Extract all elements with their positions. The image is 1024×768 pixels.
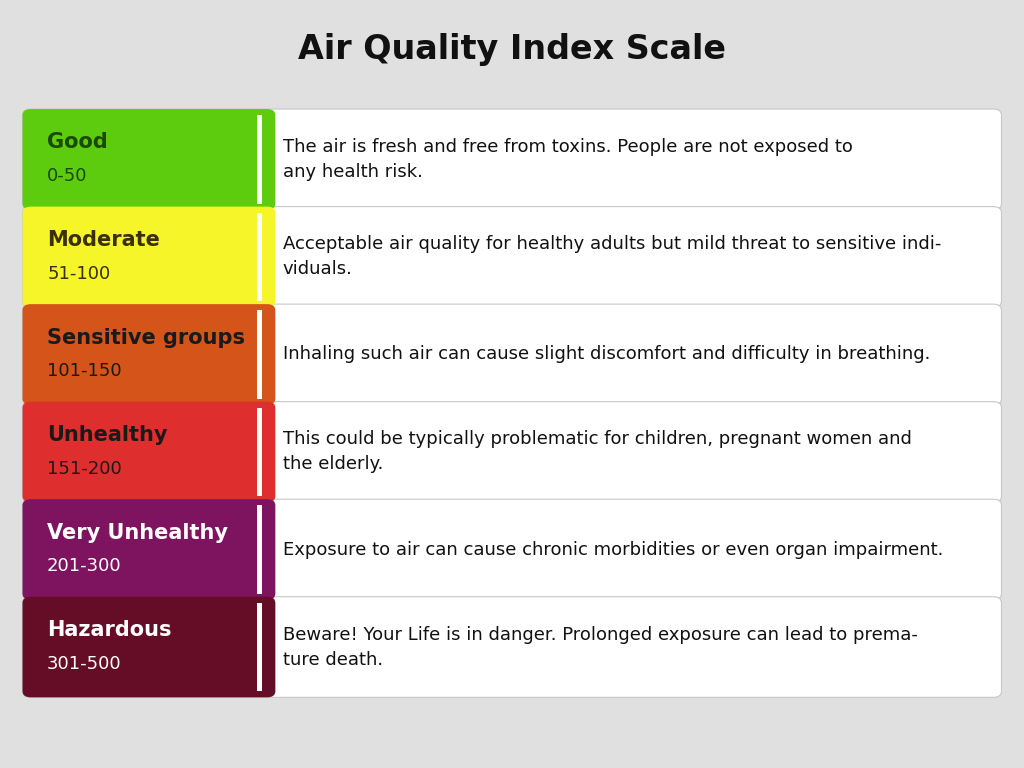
Text: Hazardous: Hazardous (47, 620, 172, 641)
Text: Inhaling such air can cause slight discomfort and difficulty in breathing.: Inhaling such air can cause slight disco… (283, 346, 930, 363)
Text: Air Quality Index Scale: Air Quality Index Scale (298, 34, 726, 66)
Bar (257, 408, 262, 496)
Text: 0-50: 0-50 (47, 167, 88, 185)
FancyBboxPatch shape (23, 109, 1001, 210)
Text: Moderate: Moderate (47, 230, 160, 250)
Bar (257, 603, 262, 691)
Text: Acceptable air quality for healthy adults but mild threat to sensitive indi-
vid: Acceptable air quality for healthy adult… (283, 236, 941, 278)
FancyBboxPatch shape (23, 304, 275, 405)
FancyBboxPatch shape (23, 597, 1001, 697)
FancyBboxPatch shape (23, 499, 275, 600)
Text: 201-300: 201-300 (47, 558, 122, 575)
Text: This could be typically problematic for children, pregnant women and
the elderly: This could be typically problematic for … (283, 431, 911, 473)
Text: 151-200: 151-200 (47, 460, 122, 478)
FancyBboxPatch shape (23, 304, 1001, 405)
FancyBboxPatch shape (23, 109, 275, 210)
Text: 101-150: 101-150 (47, 362, 122, 380)
Bar (252, 211, 268, 303)
FancyBboxPatch shape (23, 402, 1001, 502)
Text: Unhealthy: Unhealthy (47, 425, 168, 445)
Text: 301-500: 301-500 (47, 655, 122, 673)
FancyBboxPatch shape (23, 207, 275, 307)
Text: The air is fresh and free from toxins. People are not exposed to
any health risk: The air is fresh and free from toxins. P… (283, 138, 852, 180)
FancyBboxPatch shape (23, 597, 275, 697)
Text: Exposure to air can cause chronic morbidities or even organ impairment.: Exposure to air can cause chronic morbid… (283, 541, 943, 558)
Bar (257, 115, 262, 204)
Text: 51-100: 51-100 (47, 265, 111, 283)
FancyBboxPatch shape (23, 499, 1001, 600)
Text: Beware! Your Life is in danger. Prolonged exposure can lead to prema-
ture death: Beware! Your Life is in danger. Prolonge… (283, 626, 918, 668)
Bar (257, 310, 262, 399)
Bar (252, 114, 268, 205)
Bar (257, 505, 262, 594)
Text: Good: Good (47, 132, 108, 153)
Bar (257, 213, 262, 301)
FancyBboxPatch shape (23, 207, 1001, 307)
Text: Sensitive groups: Sensitive groups (47, 327, 245, 348)
Bar (252, 309, 268, 400)
Bar (252, 504, 268, 595)
Bar (252, 601, 268, 693)
Text: Very Unhealthy: Very Unhealthy (47, 522, 228, 543)
Bar (252, 406, 268, 498)
FancyBboxPatch shape (23, 402, 275, 502)
